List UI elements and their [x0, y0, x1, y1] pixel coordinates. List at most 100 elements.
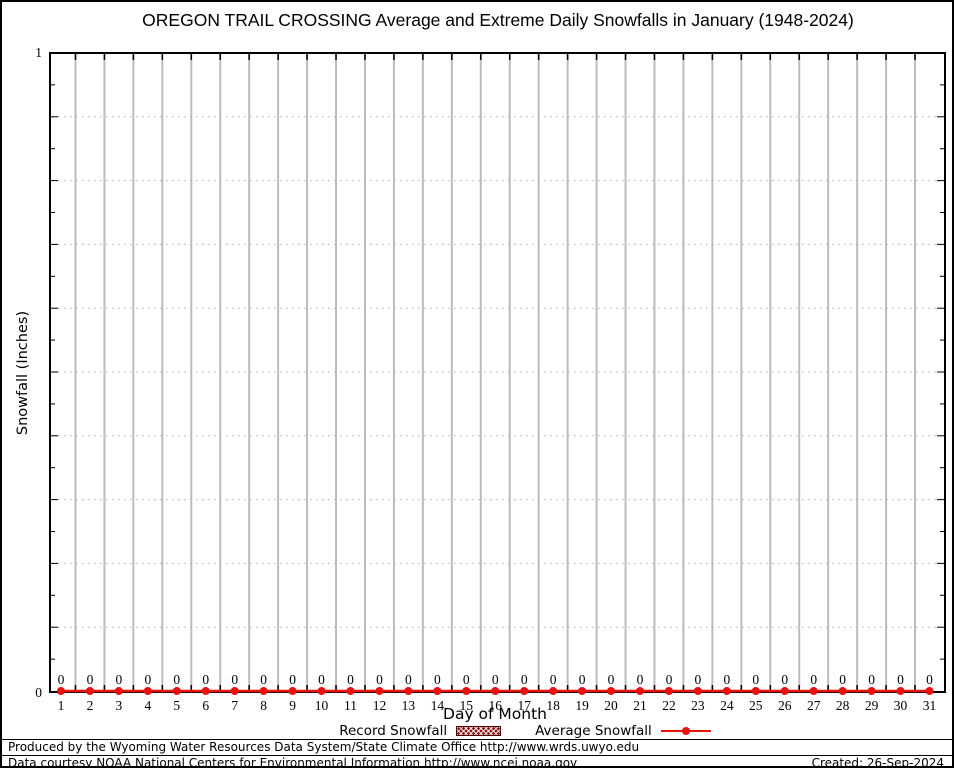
footer-data-courtesy: Data courtesy NOAA National Centers for …	[8, 756, 578, 768]
average-snowfall-point	[491, 687, 500, 695]
average-snowfall-point	[578, 687, 587, 695]
x-tick-label: 15	[460, 698, 474, 713]
value-label: 0	[839, 672, 846, 687]
x-tick-label: 31	[923, 698, 937, 713]
average-snowfall-point	[809, 687, 818, 695]
x-tick-label: 24	[720, 698, 734, 713]
x-tick-label: 26	[778, 698, 792, 713]
average-snowfall-point	[896, 687, 905, 695]
separator-line-top	[2, 739, 952, 740]
average-snowfall-point	[346, 687, 355, 695]
x-tick-label: 29	[865, 698, 879, 713]
average-snowfall-point	[751, 687, 760, 695]
legend-average-label: Average Snowfall	[535, 723, 652, 739]
value-label: 0	[521, 672, 528, 687]
x-tick-label: 5	[173, 698, 180, 713]
x-tick-label: 28	[836, 698, 850, 713]
x-tick-label: 30	[894, 698, 908, 713]
record-snowfall-swatch-icon	[456, 726, 502, 736]
created-date: Created: 26-Sep-2024	[811, 756, 944, 768]
value-label: 0	[926, 672, 933, 687]
x-tick-label: 11	[344, 698, 357, 713]
footer-produced-by: Produced by the Wyoming Water Resources …	[8, 740, 640, 754]
y-axis-title: Snowfall (Inches)	[15, 310, 31, 436]
x-tick-label: 3	[116, 698, 123, 713]
value-label: 0	[666, 672, 673, 687]
x-tick-label: 20	[604, 698, 618, 713]
x-tick-label: 18	[546, 698, 560, 713]
value-label: 0	[87, 672, 94, 687]
average-snowfall-point	[230, 687, 239, 695]
value-label: 0	[550, 672, 557, 687]
average-snowfall-point	[780, 687, 789, 695]
x-tick-label: 13	[402, 698, 416, 713]
legend-item-record-snowfall: Record Snowfall	[339, 723, 502, 739]
average-snowfall-point	[925, 687, 934, 695]
average-snowfall-line-icon	[660, 726, 711, 736]
value-label: 0	[868, 672, 875, 687]
value-label: 0	[58, 672, 65, 687]
value-label: 0	[144, 672, 151, 687]
average-snowfall-point	[607, 687, 616, 695]
average-snowfall-point	[520, 687, 529, 695]
chart-title: OREGON TRAIL CROSSING Average and Extrem…	[142, 10, 854, 30]
average-snowfall-point	[201, 687, 210, 695]
value-label: 0	[318, 672, 325, 687]
x-tick-label: 2	[87, 698, 94, 713]
value-label: 0	[289, 672, 296, 687]
y-tick-label-max: 1	[35, 45, 42, 60]
x-tick-label: 16	[489, 698, 503, 713]
x-tick-label: 7	[231, 698, 238, 713]
legend: Record Snowfall Average Snowfall	[50, 723, 952, 739]
x-tick-label: 8	[260, 698, 267, 713]
x-tick-label: 14	[431, 698, 445, 713]
x-tick-label: 23	[691, 698, 705, 713]
value-label: 0	[723, 672, 730, 687]
x-tick-label: 1	[58, 698, 65, 713]
average-snowfall-point	[288, 687, 297, 695]
value-label: 0	[695, 672, 702, 687]
value-label: 0	[608, 672, 615, 687]
average-snowfall-point	[85, 687, 94, 695]
value-label: 0	[405, 672, 412, 687]
value-label: 0	[347, 672, 354, 687]
x-tick-label: 21	[633, 698, 647, 713]
x-tick-label: 12	[373, 698, 387, 713]
average-snowfall-point	[549, 687, 558, 695]
average-snowfall-point	[433, 687, 442, 695]
average-snowfall-point	[693, 687, 702, 695]
value-label: 0	[231, 672, 238, 687]
x-tick-label: 25	[749, 698, 763, 713]
legend-record-label: Record Snowfall	[339, 723, 448, 739]
average-point-sample	[681, 727, 690, 735]
x-tick-label: 27	[807, 698, 821, 713]
value-label: 0	[492, 672, 499, 687]
average-snowfall-point	[172, 687, 181, 695]
value-label: 0	[579, 672, 586, 687]
x-tick-label: 9	[289, 698, 296, 713]
average-snowfall-point	[114, 687, 123, 695]
legend-item-average-snowfall: Average Snowfall	[535, 723, 711, 739]
separator-line-bottom	[2, 755, 952, 756]
average-snowfall-point	[722, 687, 731, 695]
average-snowfall-point	[375, 687, 384, 695]
x-tick-label: 22	[662, 698, 676, 713]
average-snowfall-point	[57, 687, 65, 695]
value-label: 0	[637, 672, 644, 687]
value-label: 0	[463, 672, 470, 687]
value-label: 0	[173, 672, 180, 687]
average-snowfall-point	[636, 687, 644, 695]
average-snowfall-point	[838, 687, 847, 695]
plot-area: 0102030405060708090100110120130140150160…	[49, 52, 946, 713]
y-tick-label-min: 0	[35, 685, 42, 700]
average-snowfall-point	[404, 687, 413, 695]
average-snowfall-point	[143, 687, 152, 695]
value-label: 0	[752, 672, 759, 687]
value-label: 0	[260, 672, 267, 687]
value-label: 0	[810, 672, 817, 687]
value-label: 0	[202, 672, 209, 687]
average-snowfall-point	[317, 687, 326, 695]
x-tick-label: 19	[575, 698, 589, 713]
value-label: 0	[434, 672, 441, 687]
average-snowfall-point	[462, 687, 471, 695]
